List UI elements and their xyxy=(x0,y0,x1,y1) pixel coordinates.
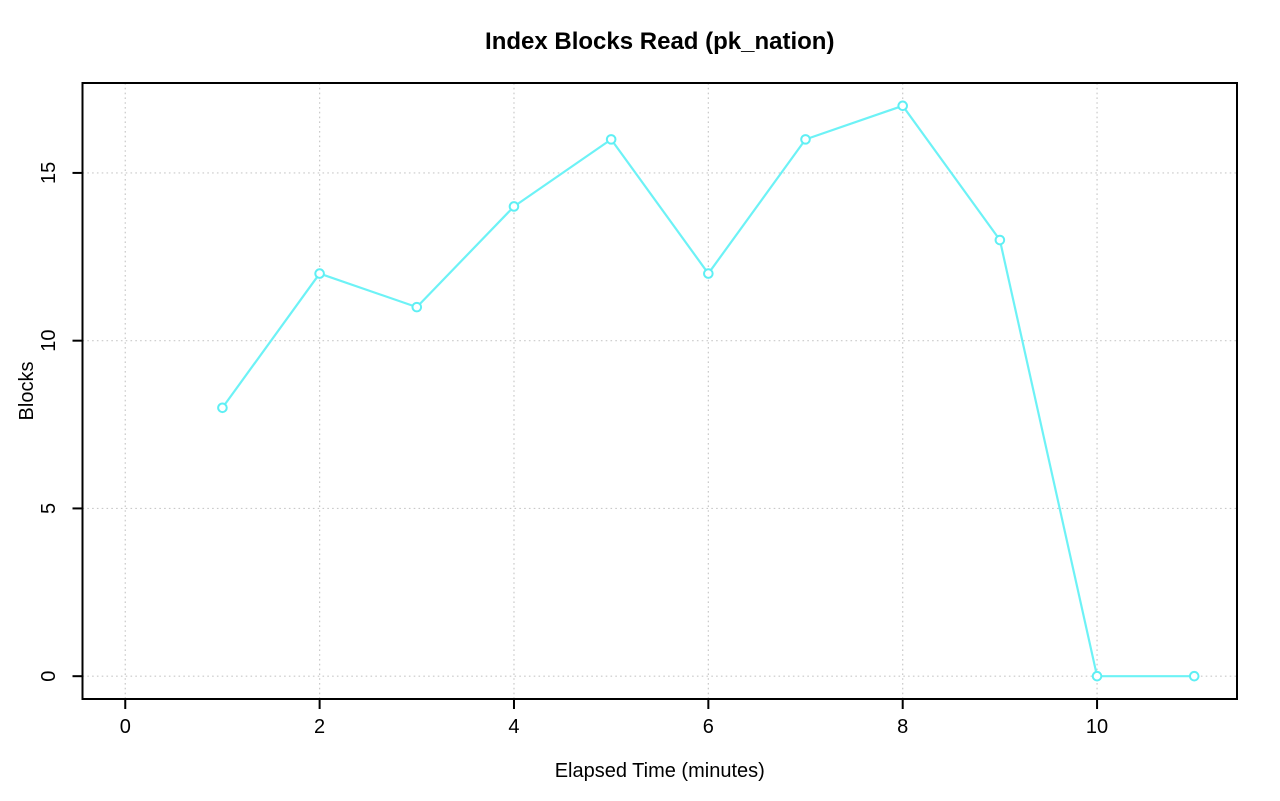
x-axis-tick-label: 4 xyxy=(508,716,519,738)
chart-title: Index Blocks Read (pk_nation) xyxy=(485,28,834,55)
data-point-marker xyxy=(508,201,520,212)
plot-box xyxy=(81,82,1238,700)
data-point-marker xyxy=(897,100,909,112)
x-axis-tick-label: 2 xyxy=(314,716,325,738)
x-axis-tick-label: 6 xyxy=(703,716,714,738)
x-axis-tick-label: 8 xyxy=(897,716,908,738)
x-axis-tick-label: 10 xyxy=(1086,716,1108,738)
y-axis-tick-label: 15 xyxy=(38,162,60,184)
data-point-marker xyxy=(605,134,617,145)
data-point-marker xyxy=(703,268,714,279)
data-point-marker xyxy=(217,402,228,414)
tick-layer: 0 2 4 6 8 10 0 5 10 15 xyxy=(38,162,1108,738)
data-point-marker xyxy=(994,234,1006,246)
grid-layer xyxy=(82,83,1237,699)
x-axis-tick-label: 0 xyxy=(120,716,131,738)
data-point-marker xyxy=(314,268,325,279)
y-axis-tick-label: 0 xyxy=(38,671,60,682)
y-axis-tick-label: 10 xyxy=(38,330,60,352)
data-point-marker xyxy=(800,134,811,145)
y-axis-label: Blocks xyxy=(16,362,38,421)
data-point-marker xyxy=(411,301,423,313)
y-axis-tick-label: 5 xyxy=(38,503,60,514)
data-point-marker xyxy=(1091,670,1103,682)
data-point-marker xyxy=(1188,670,1200,682)
x-axis-label: Elapsed Time (minutes) xyxy=(555,760,765,782)
series-layer xyxy=(217,100,1200,682)
